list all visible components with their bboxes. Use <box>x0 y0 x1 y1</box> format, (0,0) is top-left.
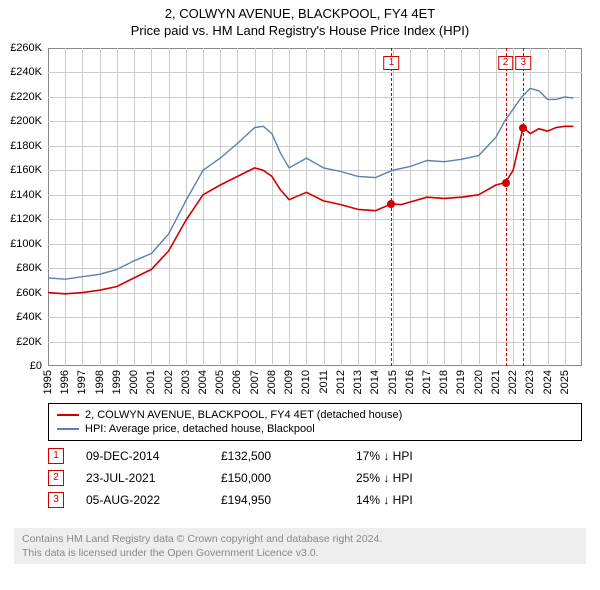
y-axis-tick-label: £80K <box>16 262 42 274</box>
y-axis-tick-label: £100K <box>10 238 42 250</box>
sales-date: 23-JUL-2021 <box>86 471 221 485</box>
x-axis-tick-label: 2020 <box>473 370 485 394</box>
sales-row: 3 05-AUG-2022£194,95014% ↓ HPI <box>48 492 476 508</box>
y-axis-tick-label: £240K <box>10 66 42 78</box>
x-axis-tick-label: 2004 <box>197 370 209 394</box>
x-axis-tick-label: 2012 <box>335 370 347 394</box>
sales-row: 1 09-DEC-2014£132,50017% ↓ HPI <box>48 448 476 464</box>
y-axis-tick-label: £40K <box>16 311 42 323</box>
series-hpi <box>48 88 573 279</box>
chart-lines <box>48 48 582 366</box>
event-marker <box>519 124 527 132</box>
x-axis-tick-label: 1995 <box>42 370 54 394</box>
x-axis-tick-label: 2005 <box>214 370 226 394</box>
sales-diff-vs-hpi: 17% ↓ HPI <box>356 449 476 463</box>
x-axis-tick-label: 2021 <box>490 370 502 394</box>
y-axis-tick-label: £180K <box>10 140 42 152</box>
chart-legend: 2, COLWYN AVENUE, BLACKPOOL, FY4 4ET (de… <box>48 403 582 441</box>
x-axis-tick-label: 2002 <box>163 370 175 394</box>
series-price_paid <box>48 126 573 293</box>
chart-subtitle: Price paid vs. HM Land Registry's House … <box>0 23 600 38</box>
x-axis-tick-label: 2017 <box>421 370 433 394</box>
sales-diff-vs-hpi: 14% ↓ HPI <box>356 493 476 507</box>
sales-row: 2 23-JUL-2021£150,00025% ↓ HPI <box>48 470 476 486</box>
x-axis-tick-label: 2015 <box>387 370 399 394</box>
sales-badge: 2 <box>48 470 64 486</box>
y-axis-tick-label: £20K <box>16 336 42 348</box>
sales-price: £150,000 <box>221 471 356 485</box>
x-axis-tick-label: 2007 <box>249 370 261 394</box>
y-axis-tick-label: £160K <box>10 164 42 176</box>
sales-badge: 1 <box>48 448 64 464</box>
legend-label: HPI: Average price, detached house, Blac… <box>85 423 315 435</box>
sales-table: 1 09-DEC-2014£132,50017% ↓ HPI 2 23-JUL-202… <box>48 448 476 514</box>
y-axis-tick-label: £120K <box>10 213 42 225</box>
y-axis-tick-label: £220K <box>10 91 42 103</box>
x-axis-tick-label: 2006 <box>231 370 243 394</box>
y-axis-tick-label: £0 <box>30 360 42 372</box>
x-axis-tick-label: 2008 <box>266 370 278 394</box>
attribution-line-2: This data is licensed under the Open Gov… <box>22 546 578 560</box>
legend-item: 2, COLWYN AVENUE, BLACKPOOL, FY4 4ET (de… <box>57 408 573 422</box>
x-axis-tick-label: 2003 <box>180 370 192 394</box>
legend-label: 2, COLWYN AVENUE, BLACKPOOL, FY4 4ET (de… <box>85 409 402 421</box>
x-axis-tick-label: 2009 <box>283 370 295 394</box>
x-axis-tick-label: 2014 <box>369 370 381 394</box>
x-axis-tick-label: 2023 <box>524 370 536 394</box>
x-axis-tick-label: 1997 <box>76 370 88 394</box>
sales-price: £194,950 <box>221 493 356 507</box>
x-axis-tick-label: 2001 <box>145 370 157 394</box>
chart-title-address: 2, COLWYN AVENUE, BLACKPOOL, FY4 4ET <box>0 6 600 21</box>
legend-item: HPI: Average price, detached house, Blac… <box>57 422 573 436</box>
sales-badge: 3 <box>48 492 64 508</box>
sales-price: £132,500 <box>221 449 356 463</box>
event-marker <box>387 200 395 208</box>
x-axis-tick-label: 1998 <box>94 370 106 394</box>
y-axis-tick-label: £200K <box>10 115 42 127</box>
sales-date: 09-DEC-2014 <box>86 449 221 463</box>
x-axis-tick-label: 2024 <box>542 370 554 394</box>
x-axis-tick-label: 2019 <box>455 370 467 394</box>
sales-date: 05-AUG-2022 <box>86 493 221 507</box>
x-axis-tick-label: 1999 <box>111 370 123 394</box>
price-chart: £0£20K£40K£60K£80K£100K£120K£140K£160K£1… <box>48 48 582 366</box>
x-axis-tick-label: 2000 <box>128 370 140 394</box>
legend-swatch <box>57 414 79 416</box>
y-axis-tick-label: £260K <box>10 42 42 54</box>
x-axis-tick-label: 1996 <box>59 370 71 394</box>
attribution-footer: Contains HM Land Registry data © Crown c… <box>14 528 586 564</box>
event-marker <box>502 179 510 187</box>
y-axis-tick-label: £60K <box>16 287 42 299</box>
x-axis-tick-label: 2013 <box>352 370 364 394</box>
x-axis-tick-label: 2022 <box>507 370 519 394</box>
x-axis-tick-label: 2016 <box>404 370 416 394</box>
y-axis-tick-label: £140K <box>10 189 42 201</box>
sales-diff-vs-hpi: 25% ↓ HPI <box>356 471 476 485</box>
x-axis-tick-label: 2018 <box>438 370 450 394</box>
attribution-line-1: Contains HM Land Registry data © Crown c… <box>22 532 578 546</box>
legend-swatch <box>57 428 79 430</box>
x-axis-tick-label: 2011 <box>318 370 330 394</box>
x-axis-tick-label: 2010 <box>300 370 312 394</box>
x-axis-tick-label: 2025 <box>559 370 571 394</box>
